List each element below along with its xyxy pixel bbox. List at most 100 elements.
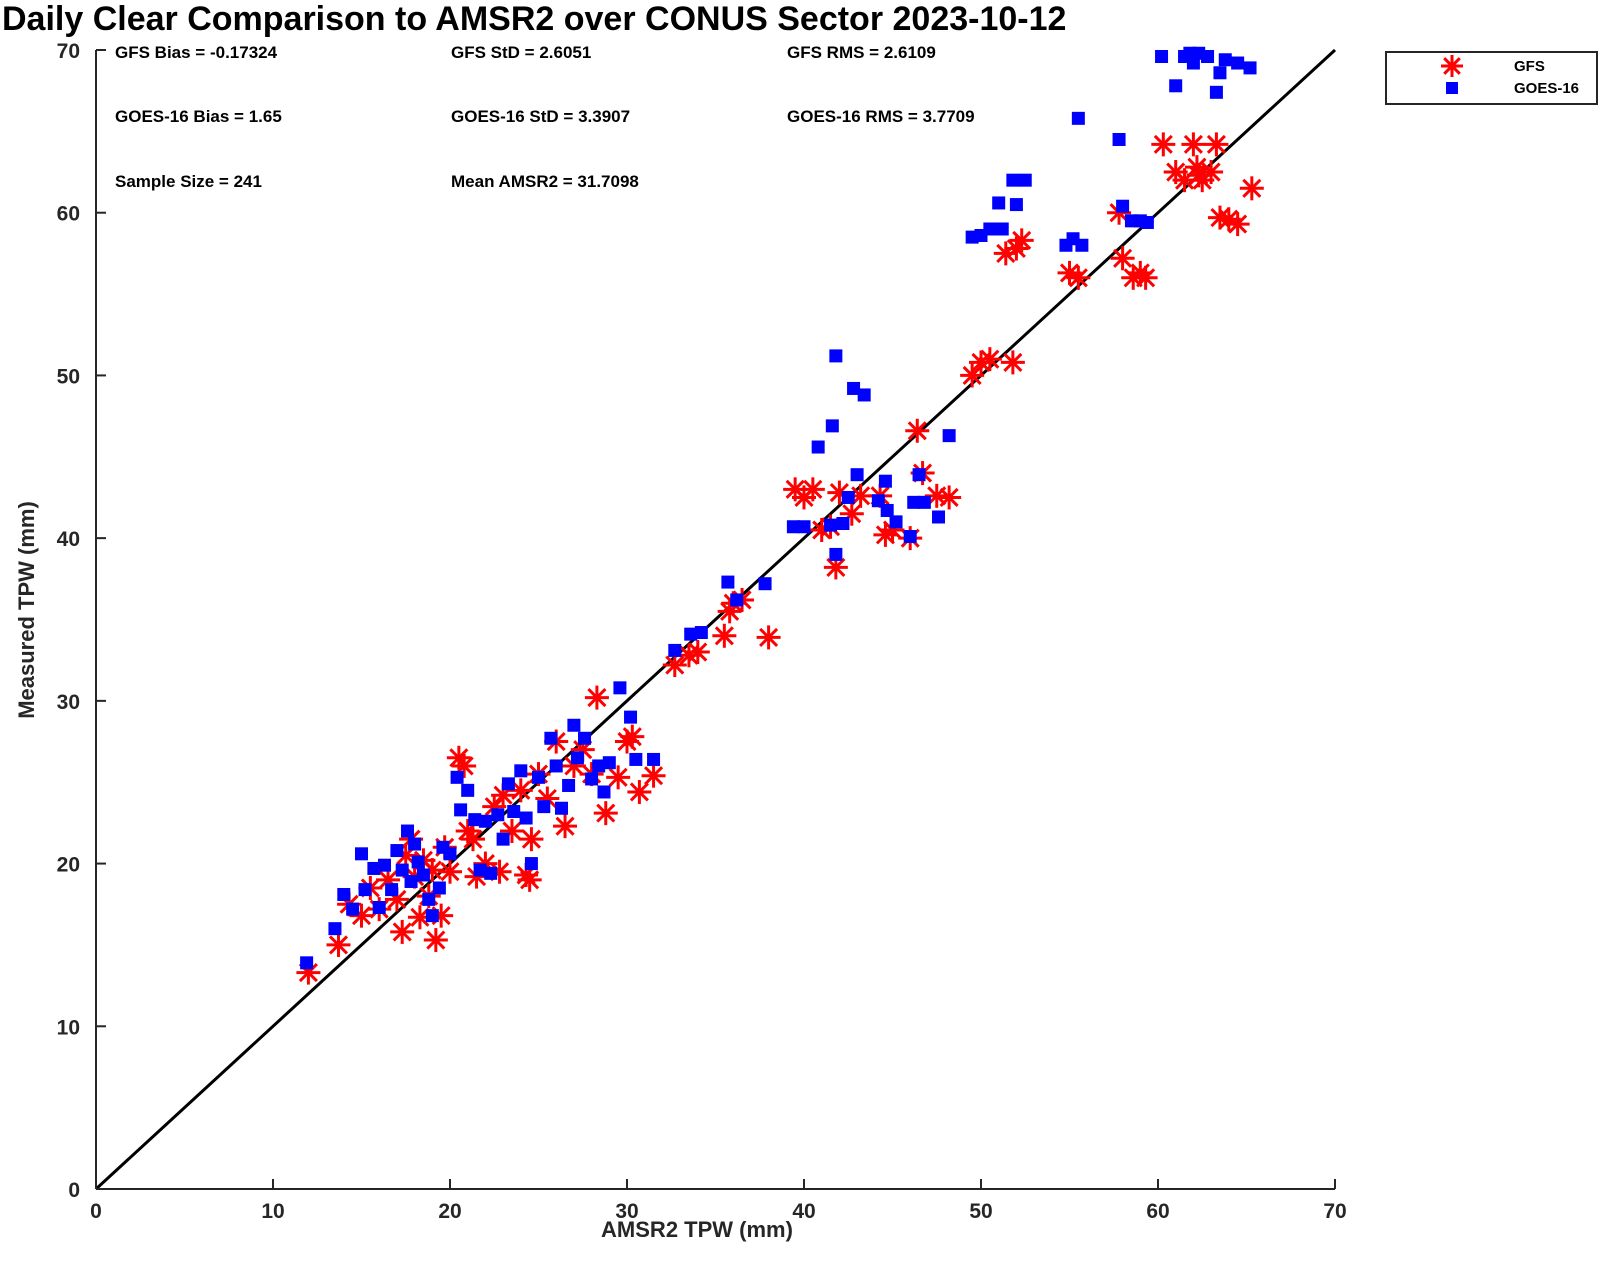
goes-16-point bbox=[1209, 85, 1223, 99]
goes-16-point bbox=[461, 783, 475, 797]
gfs-point bbox=[1110, 246, 1135, 271]
stat-annotation: Sample Size = 241 bbox=[115, 172, 262, 191]
goes-16-point bbox=[721, 575, 735, 589]
goes-16-point bbox=[847, 381, 861, 395]
x-axis-label: AMSR2 TPW (mm) bbox=[601, 1217, 793, 1242]
goes-16-point bbox=[903, 530, 917, 544]
goes-16-point bbox=[422, 892, 436, 906]
gfs-point bbox=[905, 418, 930, 443]
x-tick-label: 10 bbox=[261, 1200, 284, 1223]
goes-16-point bbox=[597, 785, 611, 799]
gfs-point bbox=[960, 363, 985, 388]
goes-16-point bbox=[824, 518, 838, 532]
goes-16-point bbox=[829, 547, 843, 561]
goes-16-point bbox=[1155, 50, 1169, 64]
goes-16-point bbox=[1112, 132, 1126, 146]
y-tick-label: 60 bbox=[57, 203, 80, 226]
goes-16-point bbox=[1213, 66, 1227, 80]
gfs-point bbox=[685, 640, 710, 665]
goes-16-point bbox=[404, 874, 418, 888]
x-tick-label: 30 bbox=[615, 1200, 638, 1223]
gfs-point bbox=[620, 724, 645, 749]
goes-16-point bbox=[562, 778, 576, 792]
y-axis-label: Measured TPW (mm) bbox=[14, 501, 39, 719]
gfs-point bbox=[641, 763, 666, 788]
goes-16-point bbox=[478, 814, 492, 828]
stat-annotation: GFS Bias = -0.17324 bbox=[115, 43, 278, 62]
goes-16-point bbox=[578, 731, 592, 745]
goes-16-point bbox=[432, 881, 446, 895]
x-tick-label: 70 bbox=[1323, 1200, 1346, 1223]
gfs-point bbox=[1133, 265, 1158, 290]
x-axis-ticks: 0 10 20 30 40 50 60 70 bbox=[90, 1179, 1347, 1223]
y-axis-ticks: 0 10 20 30 40 50 60 70 bbox=[57, 40, 106, 1202]
y-tick-label: 10 bbox=[57, 1016, 80, 1039]
gfs-point bbox=[1239, 176, 1264, 201]
goes-16-point bbox=[507, 805, 521, 819]
gfs-point bbox=[937, 485, 962, 510]
legend-label-gfs: GFS bbox=[1514, 58, 1545, 75]
goes-16-point bbox=[544, 731, 558, 745]
goes-16-point bbox=[519, 811, 533, 825]
goes-16-point bbox=[668, 643, 682, 657]
goes-16-point bbox=[647, 752, 661, 766]
goes-16-point bbox=[491, 808, 505, 822]
gfs-point bbox=[326, 932, 351, 957]
goes-16-point bbox=[889, 515, 903, 529]
series-goes-16 bbox=[300, 46, 1257, 970]
goes-16-point bbox=[1140, 215, 1154, 229]
goes-16-point bbox=[992, 196, 1006, 210]
goes-16-point bbox=[411, 855, 425, 869]
y-tick-label: 70 bbox=[57, 40, 80, 63]
x-tick-label: 50 bbox=[969, 1200, 992, 1223]
goes-16-point bbox=[567, 718, 581, 732]
goes-16-point bbox=[450, 770, 464, 784]
goes-16-point bbox=[1183, 46, 1197, 60]
goes-16-point bbox=[454, 803, 468, 817]
gfs-point bbox=[1225, 212, 1250, 237]
goes-16-point bbox=[878, 474, 892, 488]
goes-16-point bbox=[1006, 173, 1020, 187]
goes-16-point bbox=[378, 858, 392, 872]
gfs-point bbox=[662, 653, 687, 678]
gfs-point bbox=[584, 685, 609, 710]
goes-16-point bbox=[468, 813, 482, 827]
goes-16-point bbox=[602, 756, 616, 770]
goes-16-point bbox=[829, 349, 843, 363]
stat-annotation: GFS StD = 2.6051 bbox=[451, 43, 591, 62]
goes-16-point bbox=[907, 495, 921, 509]
gfs-point bbox=[390, 919, 415, 944]
goes-16-point bbox=[629, 752, 643, 766]
data-series bbox=[296, 46, 1264, 985]
stat-annotation: Mean AMSR2 = 31.7098 bbox=[451, 172, 639, 191]
goes-16-point bbox=[797, 520, 811, 534]
goes-16-point bbox=[684, 627, 698, 641]
gfs-point bbox=[519, 827, 544, 852]
goes-16-point bbox=[443, 847, 457, 861]
goes-16-point bbox=[871, 494, 885, 508]
goes-16-point bbox=[1201, 50, 1215, 64]
goes-16-point bbox=[932, 510, 946, 524]
goes-16-point bbox=[1075, 238, 1089, 252]
gfs-point bbox=[756, 625, 781, 650]
gfs-point bbox=[423, 928, 448, 953]
goes-16-point bbox=[395, 863, 409, 877]
gfs-point bbox=[606, 765, 631, 790]
x-tick-label: 60 bbox=[1146, 1200, 1169, 1223]
goes-16-point bbox=[425, 909, 439, 923]
gfs-point bbox=[1204, 132, 1229, 157]
goes-16-point bbox=[524, 857, 538, 871]
legend-box bbox=[1385, 51, 1598, 105]
x-tick-label: 0 bbox=[90, 1200, 102, 1223]
goes-16-point bbox=[496, 832, 510, 846]
goes-16-point bbox=[514, 764, 528, 778]
gfs-point bbox=[517, 867, 542, 892]
goes-16-point bbox=[836, 516, 850, 530]
goes-16-point bbox=[1116, 199, 1130, 213]
stat-annotation: GFS RMS = 2.6109 bbox=[787, 43, 936, 62]
goes-16-point bbox=[408, 837, 422, 851]
goes-16-point bbox=[532, 770, 545, 784]
goes-16-point bbox=[372, 901, 386, 915]
